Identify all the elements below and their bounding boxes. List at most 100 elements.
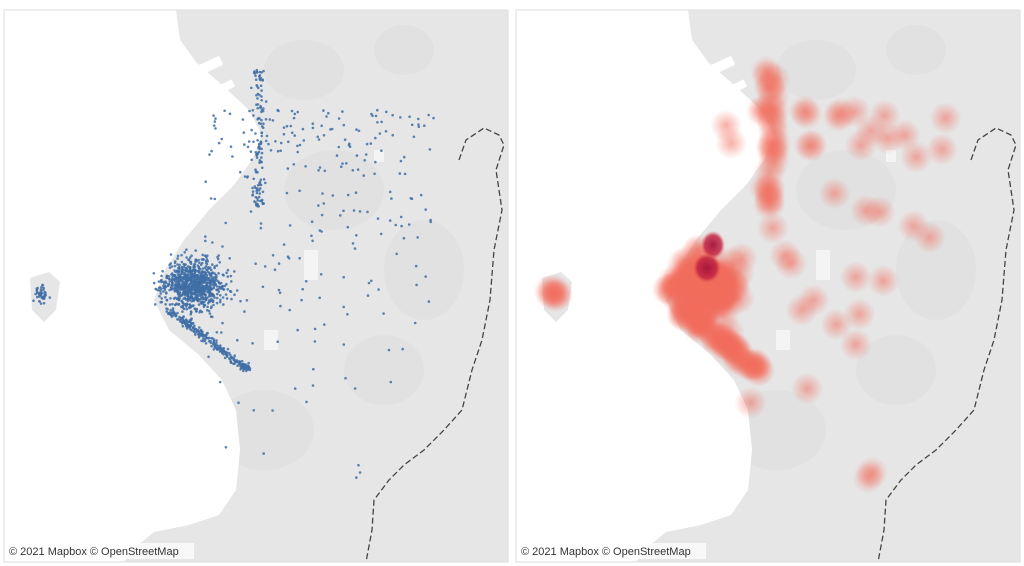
point bbox=[258, 183, 262, 186]
point bbox=[410, 123, 414, 127]
point bbox=[207, 355, 210, 359]
point bbox=[355, 476, 358, 479]
point bbox=[169, 297, 172, 300]
point bbox=[201, 267, 205, 270]
heat-blob bbox=[793, 129, 826, 162]
point bbox=[251, 190, 255, 193]
point bbox=[228, 257, 231, 260]
point bbox=[202, 281, 205, 285]
point bbox=[189, 290, 193, 294]
point bbox=[176, 311, 179, 315]
point bbox=[432, 116, 435, 120]
point bbox=[235, 289, 239, 292]
point bbox=[194, 278, 198, 282]
point bbox=[180, 284, 183, 288]
heat-blob bbox=[722, 344, 754, 376]
point bbox=[255, 153, 258, 156]
point bbox=[167, 283, 171, 286]
point bbox=[222, 349, 225, 353]
point bbox=[180, 260, 184, 264]
point bbox=[215, 285, 219, 288]
point bbox=[304, 165, 307, 168]
point bbox=[212, 114, 215, 117]
point bbox=[214, 127, 217, 130]
point bbox=[282, 243, 286, 246]
point bbox=[256, 106, 259, 110]
point bbox=[355, 154, 359, 157]
point bbox=[323, 169, 327, 173]
point bbox=[213, 120, 217, 123]
point bbox=[209, 299, 212, 303]
point bbox=[227, 351, 231, 355]
point bbox=[277, 262, 281, 265]
point bbox=[401, 347, 405, 351]
point bbox=[398, 172, 402, 175]
point bbox=[243, 143, 246, 146]
point bbox=[188, 296, 191, 300]
point bbox=[198, 267, 201, 270]
point bbox=[413, 321, 417, 325]
point bbox=[42, 286, 45, 290]
point bbox=[165, 281, 168, 285]
point bbox=[276, 340, 280, 344]
point bbox=[348, 145, 352, 148]
point bbox=[193, 263, 197, 266]
point bbox=[255, 156, 259, 159]
point bbox=[263, 265, 267, 268]
point bbox=[183, 275, 186, 278]
point bbox=[196, 294, 200, 297]
point bbox=[416, 236, 420, 239]
point bbox=[258, 77, 261, 81]
point bbox=[362, 174, 366, 177]
point bbox=[293, 387, 297, 390]
point bbox=[226, 275, 230, 278]
point bbox=[296, 110, 300, 114]
point bbox=[221, 273, 225, 277]
point bbox=[282, 132, 286, 136]
attribution: © 2021 Mapbox © OpenStreetMap bbox=[521, 546, 691, 558]
point bbox=[196, 328, 200, 332]
point bbox=[42, 297, 46, 300]
point bbox=[256, 204, 259, 208]
boundary bbox=[365, 127, 505, 562]
point bbox=[192, 273, 196, 277]
heat-blob bbox=[785, 294, 818, 326]
point bbox=[170, 265, 174, 268]
heat-blob bbox=[769, 239, 802, 272]
point bbox=[40, 286, 43, 289]
point bbox=[402, 155, 406, 159]
point bbox=[301, 287, 305, 291]
point bbox=[261, 285, 265, 289]
point bbox=[317, 204, 320, 207]
land-patch bbox=[886, 25, 946, 75]
point bbox=[208, 276, 211, 280]
land-patch bbox=[344, 335, 424, 405]
point bbox=[218, 380, 222, 384]
point bbox=[382, 312, 385, 315]
point bbox=[293, 112, 297, 116]
point bbox=[195, 297, 199, 301]
point bbox=[168, 303, 172, 306]
point bbox=[215, 296, 219, 300]
point bbox=[365, 142, 369, 146]
point bbox=[204, 239, 207, 243]
point bbox=[279, 304, 282, 308]
point bbox=[212, 124, 216, 127]
point bbox=[199, 286, 203, 290]
point bbox=[202, 339, 205, 343]
point bbox=[208, 284, 211, 288]
point bbox=[224, 446, 228, 449]
point bbox=[417, 117, 420, 121]
point bbox=[317, 169, 320, 172]
point bbox=[245, 299, 249, 302]
point bbox=[215, 339, 218, 342]
point bbox=[290, 131, 294, 135]
point bbox=[215, 288, 219, 292]
point bbox=[357, 129, 361, 133]
point bbox=[220, 137, 223, 141]
heat-blob bbox=[790, 97, 823, 130]
point bbox=[176, 254, 180, 258]
point bbox=[342, 343, 346, 346]
point bbox=[176, 290, 179, 293]
point bbox=[262, 107, 265, 110]
